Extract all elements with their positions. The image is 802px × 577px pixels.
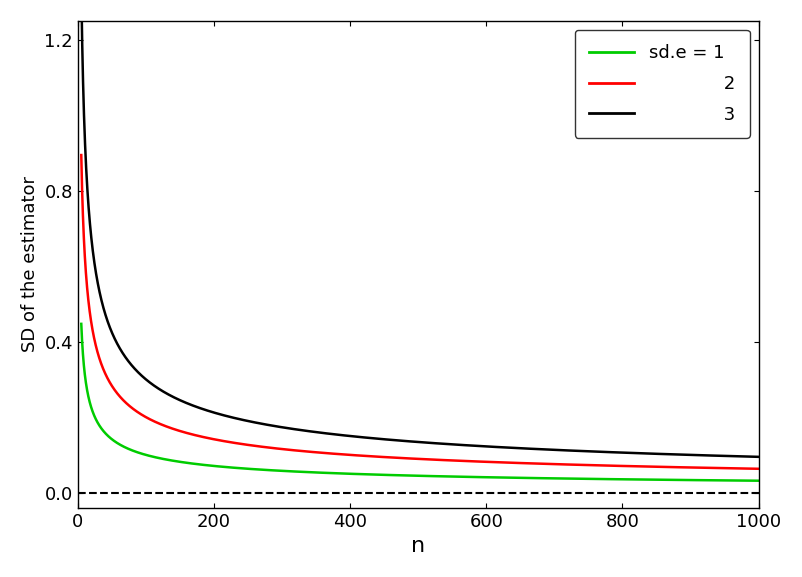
X-axis label: n: n xyxy=(411,536,425,556)
Legend: sd.e = 1,              2,              3: sd.e = 1, 2, 3 xyxy=(575,30,750,138)
Y-axis label: SD of the estimator: SD of the estimator xyxy=(21,177,38,353)
